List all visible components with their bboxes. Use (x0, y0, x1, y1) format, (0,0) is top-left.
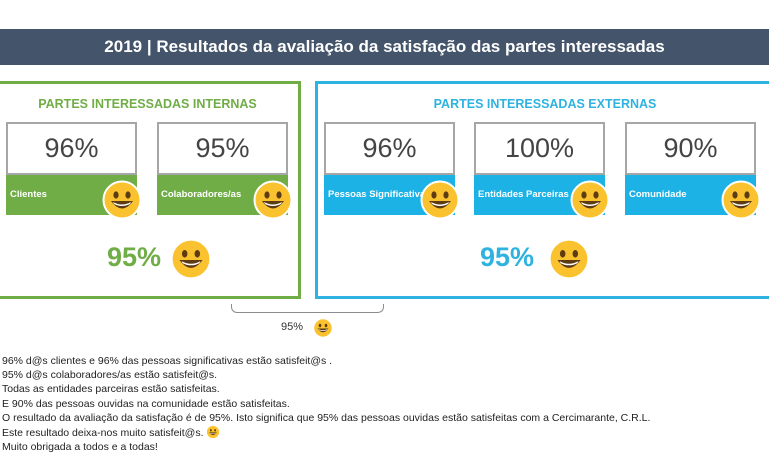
card-comunidade: 90% Comunidade (625, 122, 761, 220)
smiley-face-icon (170, 238, 212, 280)
card-colaboradores: 95% Colaboradores/as (157, 122, 293, 220)
overall-bracket (231, 304, 384, 313)
overall-result: 95% (281, 321, 304, 333)
internal-total: 95% (107, 242, 162, 272)
summary-text: 96% d@s clientes e 96% das pessoas signi… (2, 354, 767, 454)
summary-line: Todas as entidades parceiras estão satis… (2, 383, 220, 396)
summary-line: E 90% das pessoas ouvidas na comunidade … (2, 397, 290, 410)
smiley-face-icon (721, 180, 761, 220)
card-value: 96% (324, 122, 455, 175)
smiley-face-icon (548, 238, 590, 280)
internal-stakeholders-panel: PARTES INTERESSADAS INTERNAS 96% Cliente… (0, 81, 301, 299)
smiley-face-icon (420, 180, 460, 220)
summary-line: 96% d@s clientes e 96% das pessoas signi… (2, 355, 333, 367)
smiley-face-icon (253, 180, 293, 220)
summary-line: O resultado da avaliação da satisfação é… (2, 411, 651, 424)
card-value: 96% (6, 122, 137, 175)
card-value: 100% (474, 122, 605, 175)
card-pessoas-significativas: 96% Pessoas Significativas (324, 122, 460, 220)
external-panel-title: PARTES INTERESSADAS EXTERNAS (433, 97, 657, 111)
card-value: 90% (625, 122, 756, 175)
summary-line: Muito obrigada a todos e a todas! (2, 441, 158, 454)
summary-line-text: Este resultado deixa-nos muito satisfeit… (2, 427, 204, 440)
external-total: 95% (480, 242, 535, 272)
page-title: 2019 | Resultados da avaliação da satisf… (0, 29, 769, 65)
summary-line: 95% d@s colaboradores/as estão satisfeit… (2, 369, 218, 382)
card-value: 95% (157, 122, 288, 175)
internal-panel-title: PARTES INTERESSADAS INTERNAS (38, 97, 257, 111)
smiley-face-icon (313, 318, 333, 338)
smiley-face-icon (205, 425, 220, 439)
smiley-face-icon (570, 180, 610, 220)
smiley-face-icon (102, 180, 142, 220)
card-clientes: 96% Clientes (6, 122, 142, 220)
summary-line: Este resultado deixa-nos muito satisfeit… (2, 425, 767, 440)
card-entidades-parceiras: 100% Entidades Parceiras (474, 122, 610, 220)
external-stakeholders-panel: PARTES INTERESSADAS EXTERNAS 96% Pessoas… (315, 81, 769, 299)
